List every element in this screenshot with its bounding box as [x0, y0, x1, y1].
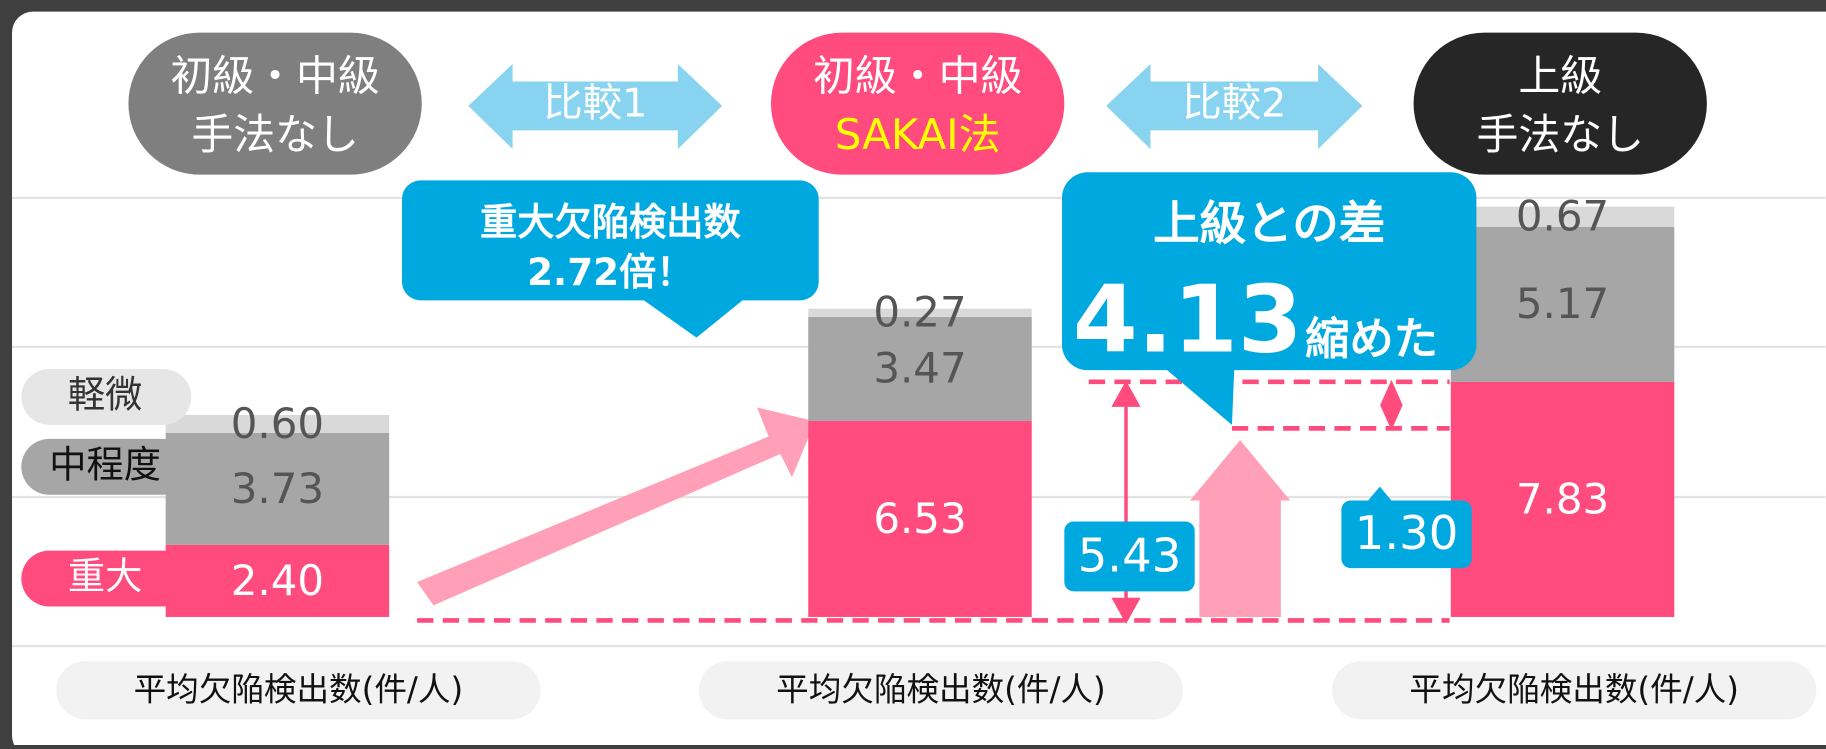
callout-text: 2.72倍！: [527, 250, 693, 294]
header-text: 手法なし: [191, 110, 359, 159]
header-text: 上級: [1518, 52, 1602, 101]
x-label-pill: [56, 661, 541, 720]
guide-lines: [417, 379, 1450, 623]
legend-label: 軽微: [68, 372, 143, 416]
legend-pill: [21, 550, 192, 607]
value-label: 5.17: [1516, 279, 1609, 328]
value-label: 3.73: [231, 464, 324, 513]
compare-arrow: [1106, 64, 1363, 149]
x-label: 平均欠陥検出数(件/人): [776, 670, 1106, 708]
bar-segment: [165, 544, 390, 617]
bar-segment: [1450, 206, 1675, 227]
bar-segment: [1450, 381, 1675, 617]
callout-tail: [640, 298, 746, 338]
x-label: 平均欠陥検出数(件/人): [134, 670, 464, 708]
header-text: SAKAI法: [835, 110, 1001, 159]
header-pill: [770, 32, 1065, 175]
bar-segment: [808, 308, 1032, 317]
bar-segment: [165, 432, 390, 545]
callout: [1062, 172, 1477, 371]
compare-label: 比較2: [1182, 80, 1286, 126]
gap-notch: [1368, 486, 1392, 501]
increase-arrow: [1190, 440, 1291, 617]
gap-box: [1341, 500, 1472, 569]
gap-label: 5.43: [1078, 528, 1182, 582]
legend-pill: [21, 438, 192, 495]
legend-label: 中程度: [49, 442, 161, 486]
increase-arrow: [417, 407, 816, 606]
value-label: 6.53: [873, 494, 966, 543]
value-label: 2.40: [231, 556, 324, 605]
gap-box: [1064, 521, 1195, 592]
compare-arrow: [468, 64, 723, 149]
header-text: 初級・中級: [813, 52, 1022, 101]
legend-pill: [21, 369, 192, 425]
header-text: 初級・中級: [170, 52, 379, 101]
bar-segment: [808, 420, 1032, 617]
callout: [401, 180, 819, 301]
callout-tail: [1164, 367, 1235, 425]
gap-label: 1.30: [1355, 506, 1459, 560]
callout-value: 4.13: [1073, 265, 1303, 373]
callout-title: 上級との差: [1153, 196, 1385, 250]
header-pill: [128, 32, 422, 175]
compare-label: 比較1: [543, 80, 647, 126]
header-pill: [1413, 32, 1707, 175]
x-label-pill: [698, 661, 1184, 720]
value-label: 3.47: [873, 344, 966, 393]
bar-segment: [165, 414, 390, 433]
x-label-pill: [1332, 661, 1817, 720]
value-label: 7.83: [1516, 474, 1609, 523]
bar-segment: [808, 316, 1032, 421]
header-text: 手法なし: [1476, 110, 1644, 159]
callout-text: 重大欠陥検出数: [480, 200, 742, 244]
x-label: 平均欠陥検出数(件/人): [1409, 670, 1739, 708]
legend-label: 重大: [68, 554, 143, 598]
value-label: 0.60: [231, 399, 324, 448]
value-label: 0.27: [873, 288, 966, 337]
bar-segment: [1450, 226, 1675, 382]
callout-suffix: 縮めた: [1305, 314, 1438, 365]
value-label: 0.67: [1516, 192, 1609, 241]
